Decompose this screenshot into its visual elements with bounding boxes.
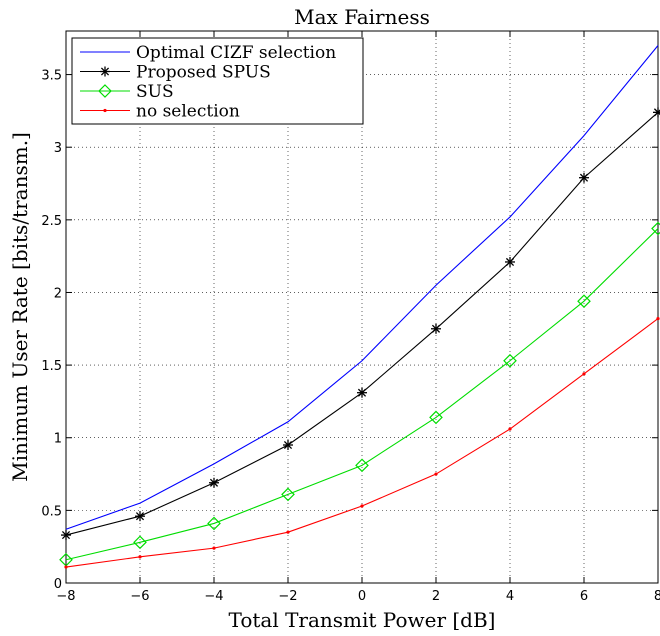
x-tick-label: −6	[130, 589, 149, 604]
y-tick-label: 2.5	[41, 214, 62, 229]
x-tick-label: −2	[278, 589, 297, 604]
data-point	[653, 107, 660, 118]
data-point	[281, 487, 295, 502]
data-point	[207, 516, 221, 531]
legend-item: Optimal CIZF selection	[80, 43, 336, 63]
data-point	[135, 511, 145, 522]
legend-label: SUS	[136, 82, 174, 102]
data-point	[360, 504, 364, 508]
data-point	[503, 353, 517, 368]
data-point	[355, 458, 369, 473]
legend-item: Proposed SPUS	[80, 63, 271, 83]
ticks	[65, 31, 659, 584]
data-point	[434, 472, 438, 476]
y-tick-label: 0	[54, 577, 62, 592]
legend-item: no selection	[80, 102, 240, 122]
x-tick-label: −4	[204, 589, 223, 604]
series-line	[65, 45, 659, 530]
data-point	[579, 172, 589, 183]
data-point	[582, 372, 586, 376]
legend-label: no selection	[136, 102, 240, 122]
x-tick-label: 2	[432, 589, 440, 604]
series-0	[65, 45, 659, 530]
chart-title: Max Fairness	[294, 5, 430, 29]
series-3	[64, 317, 660, 569]
data-point	[651, 221, 660, 236]
y-axis-label: Minimum User Rate [bits/transm.]	[8, 132, 32, 482]
data-point	[508, 427, 512, 431]
series-1	[61, 107, 660, 541]
data-point	[133, 535, 147, 550]
legend-marker	[98, 84, 112, 98]
legend-label: Proposed SPUS	[136, 63, 271, 83]
data-point	[212, 546, 216, 550]
y-tick-label: 1	[54, 432, 62, 447]
data-point	[431, 323, 441, 334]
data-point	[209, 477, 219, 488]
x-tick-label: 8	[654, 589, 660, 604]
data-point	[286, 530, 290, 534]
data-point	[577, 294, 591, 309]
y-tick-label: 2	[54, 286, 62, 301]
series-2	[59, 221, 660, 567]
x-tick-label: 6	[580, 589, 588, 604]
series-layer	[59, 45, 660, 569]
y-tick-label: 1.5	[41, 359, 62, 374]
data-point	[656, 317, 660, 321]
y-tick-label: 3	[54, 141, 62, 156]
x-tick-label: 4	[506, 589, 514, 604]
legend-marker	[103, 108, 107, 113]
legend-item: SUS	[80, 82, 174, 102]
data-point	[505, 256, 515, 267]
y-tick-label: 3.5	[41, 69, 62, 84]
series-line	[65, 228, 659, 561]
data-point	[138, 555, 142, 559]
data-point	[357, 387, 367, 398]
y-tick-labels: 0 0.5 1 1.5 2 2.5 3 3.5	[41, 69, 62, 592]
x-tick-label: 0	[358, 589, 366, 604]
data-point	[61, 530, 71, 541]
legend-marker	[100, 66, 110, 77]
legend-label: Optimal CIZF selection	[136, 43, 336, 63]
x-axis-label: Total Transmit Power [dB]	[229, 608, 496, 632]
data-point	[64, 565, 68, 569]
x-tick-label: −8	[56, 589, 75, 604]
data-point	[429, 410, 443, 425]
data-point	[283, 440, 293, 450]
y-tick-label: 0.5	[41, 504, 62, 519]
x-tick-labels: −8 −6 −4 −2 0 2 4 6 8	[56, 589, 660, 604]
